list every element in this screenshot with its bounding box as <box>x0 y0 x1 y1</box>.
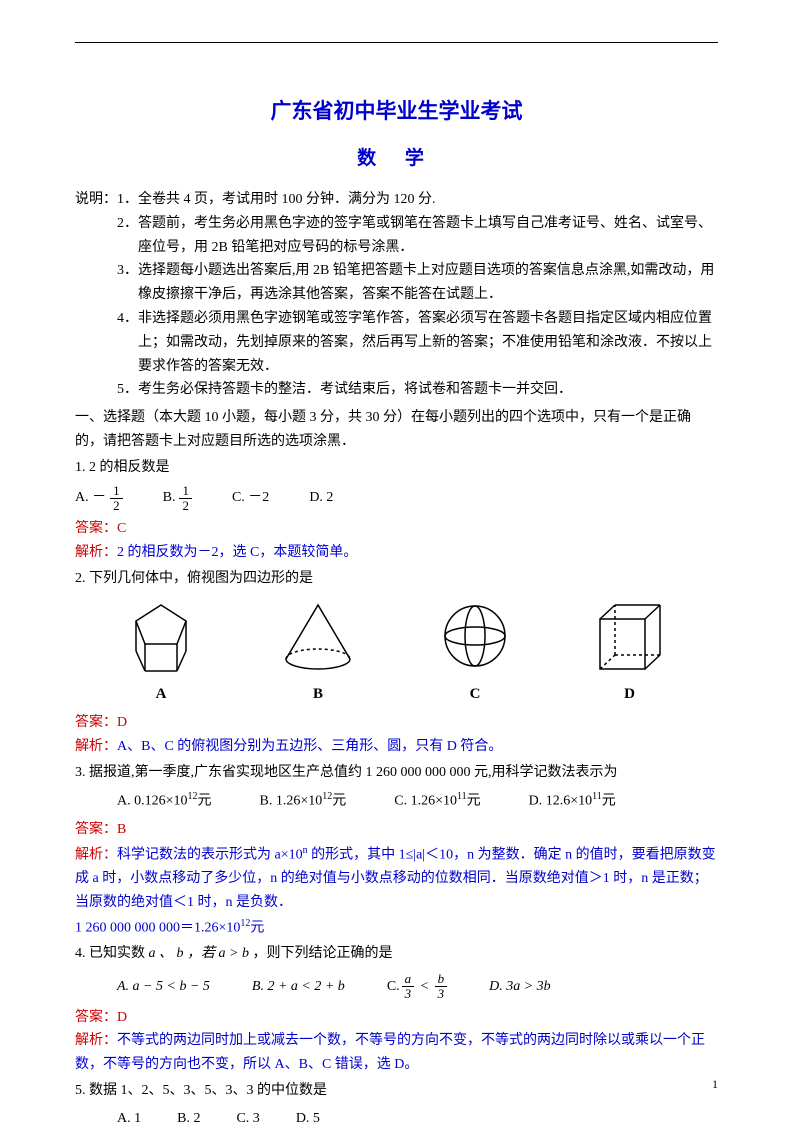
q2-answer: 答案：D <box>75 711 718 735</box>
q4-explanation: 解析：不等式的两边同时加上或减去一个数，不等号的方向不变，不等式的两边同时除以或… <box>75 1029 718 1077</box>
fraction-a-over-3: a3 <box>402 972 415 1002</box>
instr-2: 答题前，考生务必用黑色字迹的签字笔或钢笔在答题卡上填写自己准考证号、姓名、试室号… <box>138 212 718 260</box>
cuboid-icon <box>590 599 670 674</box>
q1-options: A. － 12 B. 12 C. －2 D. 2 <box>75 484 718 514</box>
instructions-block: 说明： 1．全卷共 4 页，考试用时 100 分钟．满分为 120 分. 2．答… <box>75 188 718 402</box>
q3-opt-d: D. 12.6×1011元 <box>529 788 616 813</box>
question-3: 3. 据报道,第一季度,广东省实现地区生产总值约 1 260 000 000 0… <box>75 761 718 941</box>
q5-options: A. 1 B. 2 C. 3 D. 5 <box>117 1107 718 1131</box>
section-1-heading: 一、选择题（本大题 10 小题，每小题 3 分，共 30 分）在每小题列出的四个… <box>75 406 718 454</box>
top-rule <box>75 42 718 43</box>
instr-num-4: 4． <box>117 307 138 378</box>
q4-answer: 答案：D <box>75 1006 718 1030</box>
shape-a-cell: A <box>124 599 199 708</box>
q1-opt-a: A. － 12 <box>75 484 123 514</box>
instr-num-3: 3． <box>117 259 138 307</box>
question-5: 5. 数据 1、2、5、3、5、3、3 的中位数是 A. 1 B. 2 C. 3… <box>75 1079 718 1131</box>
fraction-one-half-b: 12 <box>179 484 192 514</box>
instr-4: 非选择题必须用黑色字迹钢笔或签字笔作答，答案必须写在答题卡各题目指定区域内相应位… <box>138 307 718 378</box>
sphere-icon <box>438 599 513 674</box>
shape-b-cell: B <box>276 599 361 708</box>
q1-opt-b: B. 12 <box>163 484 192 514</box>
instr-5: 考生务必保持答题卡的整洁．考试结束后，将试卷和答题卡一并交回． <box>138 378 718 402</box>
q3-opt-a: A. 0.126×1012元 <box>117 788 212 813</box>
fraction-b-over-3: b3 <box>435 972 448 1002</box>
q1-expl: 2 的相反数为－2，选 C，本题较简单。 <box>117 545 357 560</box>
question-4: 4. 已知实数 a 、 b ，若 a > b ，则下列结论正确的是 A. a −… <box>75 942 718 1077</box>
q3-expl-1a: 科学记数法的表示形式为 a×10 <box>117 847 303 862</box>
instr-1: 全卷共 4 页，考试用时 100 分钟．满分为 120 分. <box>138 188 718 212</box>
q5-opt-c: C. 3 <box>236 1107 259 1131</box>
q2-expl: A、B、C 的俯视图分别为五边形、三角形、圆，只有 D 符合。 <box>117 739 502 754</box>
shape-c-cell: C <box>438 599 513 708</box>
pentagonal-prism-icon <box>124 599 199 674</box>
q1-answer: 答案：C <box>75 517 718 541</box>
instructions-label: 说明： <box>75 188 117 402</box>
question-2: 2. 下列几何体中，俯视图为四边形的是 A <box>75 567 718 759</box>
q4-expl-label: 解析： <box>75 1033 117 1048</box>
q3-options: A. 0.126×1012元 B. 1.26×1012元 C. 1.26×101… <box>117 788 718 813</box>
q1-opt-c: C. －2 <box>232 486 269 510</box>
shape-c-label: C <box>470 682 481 708</box>
fraction-one-half-a: 12 <box>110 484 123 514</box>
q5-opt-d: D. 5 <box>296 1107 320 1131</box>
exam-title: 广东省初中毕业生学业考试 <box>75 95 718 125</box>
q1-stem: 1. 2 的相反数是 <box>75 456 718 480</box>
shape-b-label: B <box>313 682 323 708</box>
q5-stem: 5. 数据 1、2、5、3、5、3、3 的中位数是 <box>75 1079 718 1103</box>
q4-expl: 不等式的两边同时加上或减去一个数，不等号的方向不变，不等式的两边同时除以或乘以一… <box>75 1033 705 1072</box>
q3-expl-2: 1 260 000 000 000＝1.26×1012元 <box>75 915 718 940</box>
shape-a-label: A <box>156 682 167 708</box>
q4-stem: 4. 已知实数 a 、 b ，若 a > b ，则下列结论正确的是 <box>75 942 718 966</box>
q4-opt-d: D. 3a > 3b <box>489 975 551 999</box>
instr-3: 选择题每小题选出答案后,用 2B 铅笔把答题卡上对应题目选项的答案信息点涂黑,如… <box>138 259 718 307</box>
q3-explanation: 解析：科学记数法的表示形式为 a×10n 的形式，其中 1≤|a|＜10，n 为… <box>75 842 718 915</box>
q2-stem: 2. 下列几何体中，俯视图为四边形的是 <box>75 567 718 591</box>
instr-num-1: 1． <box>117 188 138 212</box>
instr-num-2: 2． <box>117 212 138 260</box>
q1-opt-a-pre: A. － <box>75 486 106 510</box>
q5-opt-b: B. 2 <box>177 1107 200 1131</box>
q5-opt-a: A. 1 <box>117 1107 141 1131</box>
q1-opt-d: D. 2 <box>309 486 333 510</box>
shape-d-label: D <box>624 682 635 708</box>
q2-explanation-row: 解析：A、B、C 的俯视图分别为五边形、三角形、圆，只有 D 符合。 <box>75 735 718 759</box>
q3-stem: 3. 据报道,第一季度,广东省实现地区生产总值约 1 260 000 000 0… <box>75 761 718 785</box>
q4-opt-c: C. a3 < b3 <box>387 972 447 1002</box>
shape-d-cell: D <box>590 599 670 708</box>
q3-opt-b: B. 1.26×1012元 <box>260 788 347 813</box>
q3-answer: 答案：B <box>75 818 718 842</box>
q2-shapes: A B C <box>75 599 718 708</box>
q1-expl-label: 解析： <box>75 545 117 560</box>
q1-opt-b-pre: B. <box>163 486 176 510</box>
q4-opt-a: A. a − 5 < b − 5 <box>117 975 210 999</box>
q2-expl-label: 解析： <box>75 739 117 754</box>
q3-opt-c: C. 1.26×1011元 <box>394 788 480 813</box>
subject-title: 数 学 <box>75 143 718 170</box>
q3-expl-label: 解析： <box>75 847 117 862</box>
page-number: 1 <box>712 1077 718 1092</box>
question-1: 1. 2 的相反数是 A. － 12 B. 12 C. －2 D. 2 答案：C… <box>75 456 718 565</box>
instr-num-5: 5． <box>117 378 138 402</box>
q4-opt-b: B. 2 + a < 2 + b <box>252 975 345 999</box>
cone-icon <box>276 599 361 674</box>
q4-options: A. a − 5 < b − 5 B. 2 + a < 2 + b C. a3 … <box>117 972 718 1002</box>
q1-explanation-row: 解析：2 的相反数为－2，选 C，本题较简单。 <box>75 541 718 565</box>
